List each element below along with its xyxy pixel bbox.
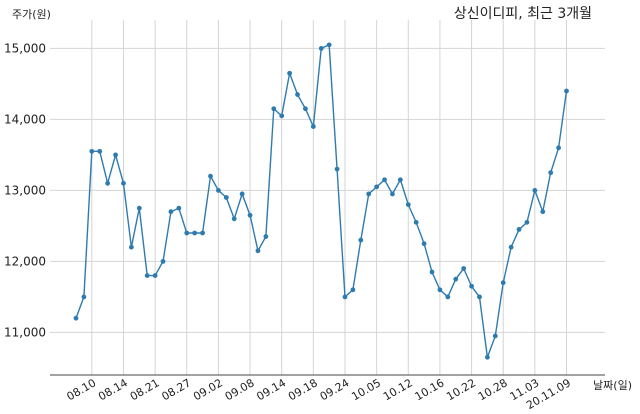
x-tick-label: 10.16 — [413, 376, 447, 403]
data-point — [429, 269, 435, 275]
data-point — [453, 276, 459, 282]
data-point — [73, 315, 79, 321]
x-tick-label: 10.05 — [349, 376, 383, 403]
x-tick-label: 09.08 — [223, 376, 257, 403]
data-point — [279, 113, 285, 119]
y-tick-label: 15,000 — [4, 41, 46, 55]
data-point — [358, 237, 364, 243]
data-point — [516, 227, 522, 232]
data-point — [184, 230, 190, 236]
data-point — [271, 106, 277, 112]
data-point — [200, 230, 205, 236]
data-point — [263, 234, 269, 239]
data-point — [318, 46, 324, 51]
data-point — [413, 219, 419, 225]
data-point — [105, 180, 111, 186]
data-point — [548, 170, 554, 176]
data-point — [223, 195, 229, 200]
y-axis-label: 주가(원) — [12, 8, 51, 21]
data-point — [492, 333, 498, 339]
data-point — [160, 259, 166, 264]
data-point — [469, 283, 474, 289]
chart-title: 상신이디피, 최근 3개월 — [454, 6, 592, 22]
x-tick-label: 09.02 — [191, 376, 225, 403]
data-point — [564, 88, 569, 94]
data-point — [334, 166, 340, 172]
data-point — [532, 188, 538, 193]
y-tick-label: 14,000 — [4, 112, 46, 126]
data-point — [239, 191, 245, 197]
x-tick-label: 09.24 — [318, 376, 352, 403]
data-point — [247, 212, 253, 218]
y-tick-label: 11,000 — [4, 325, 46, 339]
data-point — [231, 216, 237, 222]
data-point — [524, 219, 530, 225]
data-point — [421, 241, 427, 247]
data-point — [382, 177, 387, 183]
data-point — [445, 294, 451, 300]
data-point — [295, 92, 300, 97]
data-point — [350, 287, 356, 293]
data-point — [342, 294, 348, 300]
x-tick-label: 08.14 — [96, 376, 130, 403]
x-tick-label: 08.27 — [159, 376, 193, 403]
x-tick-label: 10.12 — [381, 376, 415, 403]
data-point — [484, 354, 490, 360]
x-tick-label: 08.10 — [65, 376, 99, 403]
data-point — [310, 124, 316, 129]
data-point — [144, 273, 150, 278]
data-point — [556, 145, 561, 151]
data-point — [113, 152, 118, 158]
data-point — [500, 280, 506, 286]
data-point — [374, 184, 380, 190]
data-point — [508, 244, 514, 250]
data-point — [303, 106, 308, 112]
data-point — [540, 209, 546, 215]
x-tick-label: 09.18 — [286, 376, 320, 403]
y-tick-label: 12,000 — [4, 254, 46, 268]
data-point — [397, 177, 403, 183]
data-point — [176, 205, 182, 211]
data-point — [366, 191, 372, 197]
data-point — [192, 230, 198, 236]
y-tick-label: 13,000 — [4, 183, 46, 197]
y-tick-labels: 11,000 12,000 13,000 14,000 15,000 — [4, 41, 46, 339]
data-point — [121, 180, 126, 186]
data-points — [73, 42, 569, 360]
data-point — [208, 173, 213, 179]
data-point — [477, 294, 482, 300]
series-line — [75, 43, 568, 358]
data-point — [461, 266, 467, 271]
data-point — [216, 188, 221, 193]
data-point — [168, 209, 174, 215]
data-point — [81, 294, 87, 300]
data-point — [152, 273, 158, 278]
x-tick-labels: 08.1008.1408.2108.2709.0209.0809.1409.18… — [65, 376, 573, 412]
data-point — [437, 287, 443, 293]
data-point — [326, 42, 332, 48]
x-tick-label: 09.14 — [254, 376, 288, 403]
x-tick-label: 10.22 — [444, 376, 478, 403]
data-point — [97, 148, 103, 154]
data-point — [89, 148, 95, 154]
data-point — [136, 205, 142, 211]
x-tick-label: 10.28 — [476, 376, 510, 403]
data-point — [255, 248, 261, 254]
x-tick-label: 08.21 — [128, 376, 162, 403]
data-point — [405, 202, 411, 208]
grid-lines — [50, 20, 605, 375]
x-axis-label: 날짜(일) — [593, 378, 632, 392]
data-point — [287, 70, 293, 76]
data-point — [390, 191, 395, 197]
data-point — [128, 244, 134, 250]
